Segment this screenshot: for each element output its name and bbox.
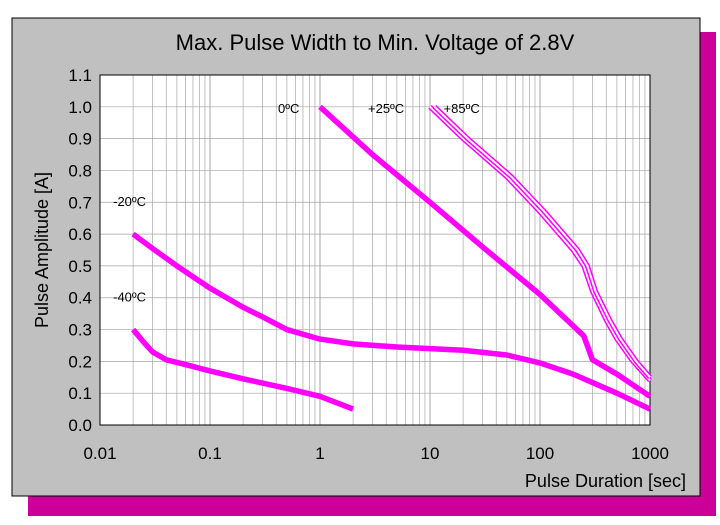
series-line--40C [131, 327, 355, 412]
series-line--20C [131, 231, 652, 412]
y-tick-label: 0.2 [68, 352, 92, 371]
y-tick-label: 0.3 [68, 321, 92, 340]
y-tick-label: 0.1 [68, 384, 92, 403]
x-tick-label: 1000 [631, 444, 669, 463]
series-label: -40ºC [113, 290, 146, 305]
chart-title: Max. Pulse Width to Min. Voltage of 2.8V [176, 30, 575, 55]
series-line-0C [318, 104, 652, 399]
x-tick-label: 1 [315, 444, 324, 463]
x-tick-label: 100 [526, 444, 554, 463]
y-tick-label: 0.0 [68, 416, 92, 435]
x-axis-label: Pulse Duration [sec] [525, 471, 686, 491]
y-tick-label: 1.0 [68, 98, 92, 117]
y-tick-label: 1.1 [68, 66, 92, 85]
axis-ticks: 0.0 0.1 0.2 0.3 0.4 0.5 0.6 0.7 0.8 0.9 1.0 1.1 0.01… [68, 66, 669, 463]
series-label: +85ºC [444, 101, 480, 116]
y-tick-label: 0.4 [68, 289, 92, 308]
y-tick-label: 0.8 [68, 161, 92, 180]
y-tick-label: 0.6 [68, 225, 92, 244]
x-tick-label: 10 [421, 444, 440, 463]
x-tick-label: 0.1 [198, 444, 222, 463]
y-tick-label: 0.9 [68, 130, 92, 149]
series-label: 0ºC [278, 101, 299, 116]
series-label: +25ºC [368, 101, 404, 116]
series-line-+25C-inner [429, 106, 651, 382]
series-line-+85C-inner [433, 106, 651, 378]
y-tick-label: 0.5 [68, 257, 92, 276]
x-tick-label: 0.01 [83, 444, 116, 463]
y-axis-label: Pulse Amplitude [A] [32, 172, 52, 328]
y-tick-label: 0.7 [68, 193, 92, 212]
series-label: -20ºC [113, 194, 146, 209]
series-lines [131, 104, 652, 412]
plot-border [99, 74, 651, 426]
series-labels: -40ºC -20ºC 0ºC +25ºC +85ºC [113, 101, 480, 305]
